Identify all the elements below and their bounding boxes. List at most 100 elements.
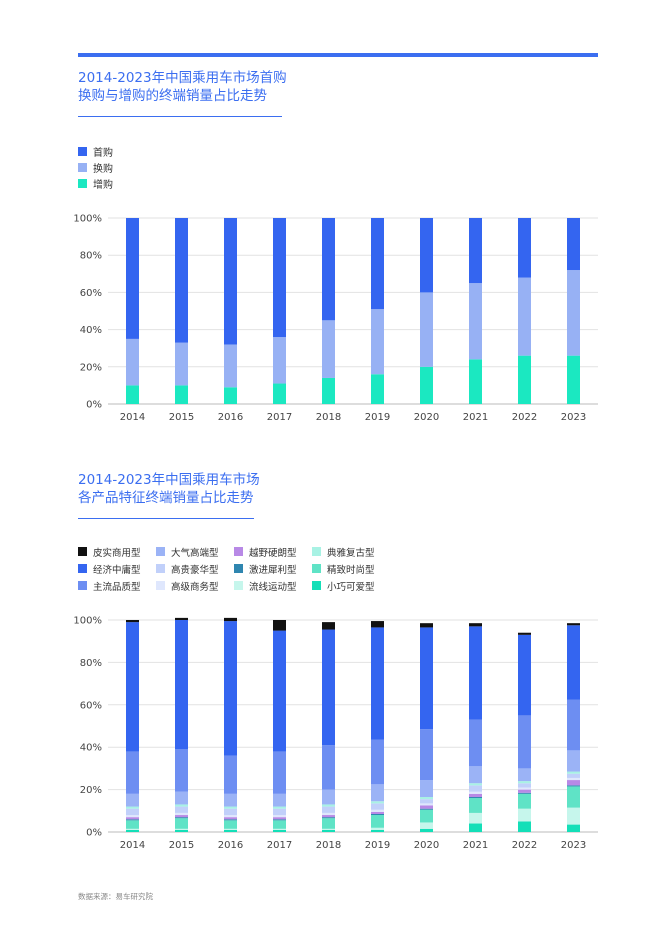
bar-segment [518,792,531,794]
x-tick-label: 2019 [365,840,390,851]
bar-segment [518,793,531,809]
bar-segment [518,783,531,788]
bar-segment [567,807,580,825]
legend-swatch [312,547,321,556]
bar-segment [175,385,188,404]
bar-segment [273,383,286,404]
x-tick-label: 2023 [561,840,586,851]
legend-label: 激进犀利型 [249,564,297,576]
x-tick-label: 2017 [267,840,292,851]
legend-swatch [234,547,243,556]
bar-segment [273,808,286,816]
x-tick-label: 2019 [365,412,390,423]
legend-swatch [312,581,321,590]
bar-segment [518,634,531,716]
bar-segment [273,815,286,818]
bar-segment [469,823,482,832]
bar-segment [469,283,482,360]
bar-segment [175,818,188,829]
bar-segment [175,749,188,792]
bar-segment [322,812,335,816]
legend-swatch [156,547,165,556]
chart2-legend-item: 皮实商用型 [78,543,156,560]
bar-segment [175,617,188,620]
bar-segment [469,626,482,720]
chart2-legend: 皮实商用型 大气高端型 越野硬朗型 典雅复古型 经济中庸型 高贵豪华型 激进犀利型 精致时尚型… [78,543,398,594]
bar-segment [371,218,384,310]
legend-label: 小巧可爱型 [327,581,375,593]
bar-segment [273,620,286,631]
bar-segment [126,808,139,816]
bar-segment [371,827,384,830]
bar-segment [420,729,433,781]
bar-segment [322,745,335,790]
chart1-legend: 首购 换购 增购 [78,143,113,191]
y-tick-label: 40% [80,325,102,336]
bar-segment [567,270,580,356]
bar-segment [126,817,139,820]
chart1-title-line1: 2014-2023年中国乘用车市场首购 [78,70,287,86]
legend-label: 高级商务型 [171,581,219,593]
bar-segment [518,787,531,790]
bar-segment [224,828,237,830]
x-tick-label: 2017 [267,412,292,423]
bar-segment [224,621,237,756]
bar-segment [126,385,139,404]
bar-segment [518,808,531,822]
bar-segment [175,806,188,813]
legend-label: 流线运动型 [249,581,297,593]
bar-segment [322,806,335,813]
chart1-legend-item: 换购 [78,159,113,175]
bar-segment [469,783,482,786]
bar-segment [224,808,237,816]
x-tick-label: 2016 [218,412,243,423]
bar-segment [518,781,531,784]
bar-segment [273,630,286,752]
bar-segment [469,785,482,792]
bar-segment [567,777,580,781]
bar-segment [518,355,531,404]
bar-segment [518,277,531,356]
bar-segment [273,819,286,821]
bar-segment [322,829,335,832]
bar-segment [126,338,139,386]
bar-segment [469,218,482,284]
bar-segment [224,820,237,829]
chart2-legend-item: 主流品质型 [78,577,156,594]
bar-segment [567,625,580,700]
bar-segment [567,824,580,832]
y-tick-label: 100% [73,214,102,225]
y-tick-label: 80% [80,658,102,669]
bar-segment [518,632,531,635]
bar-segment [469,359,482,404]
bar-segment [420,780,433,798]
bar-segment [224,387,237,404]
bar-segment [420,218,433,293]
bar-segment [371,809,384,812]
bar-segment [175,812,188,816]
legend-swatch [78,146,87,156]
bar-segment [322,817,335,819]
bar-segment [420,803,433,806]
bar-segment [273,828,286,830]
bar-segment [371,813,384,816]
bar-segment [420,805,433,809]
bar-segment [322,629,335,746]
bar-segment [126,820,139,829]
x-tick-label: 2015 [169,412,194,423]
bar-segment [175,828,188,830]
bar-segment [322,828,335,830]
legend-label: 越野硬朗型 [249,547,297,559]
x-tick-label: 2018 [316,412,341,423]
bar-segment [371,784,384,802]
bar-segment [126,751,139,794]
bar-segment [322,789,335,805]
x-tick-label: 2022 [512,840,537,851]
bar-segment [126,622,139,752]
bar-segment [126,819,139,821]
bar-segment [273,751,286,794]
legend-swatch [156,564,165,573]
legend-swatch [78,178,87,188]
bar-segment [224,793,237,807]
x-tick-label: 2018 [316,840,341,851]
